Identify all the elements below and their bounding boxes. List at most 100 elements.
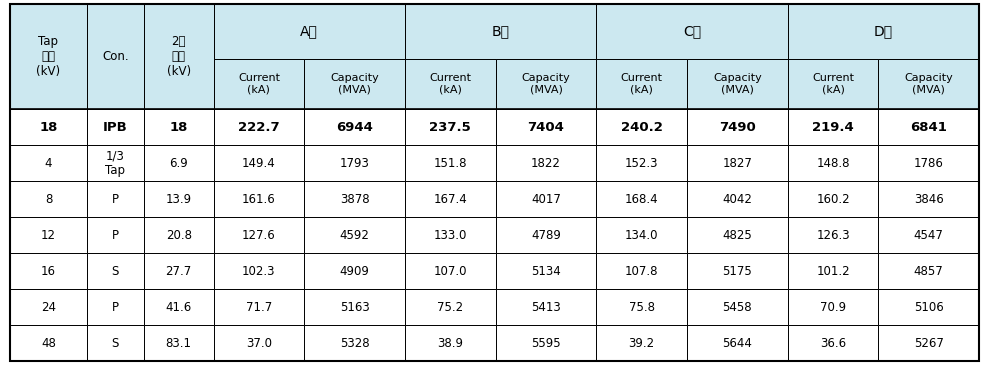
Bar: [87, 181, 143, 217]
Text: 4857: 4857: [914, 265, 944, 278]
Bar: [495, 325, 596, 361]
Bar: [143, 4, 214, 109]
Bar: [10, 145, 87, 181]
Bar: [214, 181, 305, 217]
Bar: [787, 181, 878, 217]
Bar: [305, 325, 405, 361]
Text: 4825: 4825: [722, 229, 753, 242]
Text: A사: A사: [301, 24, 318, 38]
Text: 149.4: 149.4: [242, 157, 276, 170]
Bar: [878, 145, 979, 181]
Text: P: P: [112, 193, 119, 206]
Bar: [87, 289, 143, 325]
Text: 4042: 4042: [722, 193, 753, 206]
Bar: [596, 217, 687, 253]
Bar: [405, 289, 495, 325]
Bar: [787, 325, 878, 361]
Bar: [214, 289, 305, 325]
Text: 5458: 5458: [723, 301, 752, 314]
Text: 7490: 7490: [719, 121, 756, 134]
Text: Capacity
(MVA): Capacity (MVA): [330, 73, 379, 95]
Text: 83.1: 83.1: [165, 337, 192, 350]
Bar: [495, 253, 596, 289]
Bar: [10, 253, 87, 289]
Text: 18: 18: [169, 121, 188, 134]
Bar: [787, 109, 878, 145]
Text: Current
(kA): Current (kA): [621, 73, 663, 95]
Bar: [878, 325, 979, 361]
Bar: [495, 145, 596, 181]
Text: Current
(kA): Current (kA): [238, 73, 280, 95]
Text: 107.0: 107.0: [433, 265, 467, 278]
Bar: [405, 59, 495, 109]
Text: 4789: 4789: [531, 229, 561, 242]
Bar: [687, 109, 787, 145]
Bar: [143, 253, 214, 289]
Text: 152.3: 152.3: [625, 157, 659, 170]
Text: P: P: [112, 229, 119, 242]
Bar: [787, 145, 878, 181]
Text: 2차
전압
(kV): 2차 전압 (kV): [166, 35, 191, 78]
Text: 71.7: 71.7: [245, 301, 272, 314]
Text: 1/3
Tap: 1/3 Tap: [106, 149, 126, 177]
Bar: [87, 217, 143, 253]
Bar: [214, 217, 305, 253]
Text: 126.3: 126.3: [816, 229, 850, 242]
Text: 20.8: 20.8: [165, 229, 192, 242]
Bar: [687, 59, 787, 109]
Bar: [878, 289, 979, 325]
Bar: [878, 181, 979, 217]
Text: 4909: 4909: [339, 265, 370, 278]
Bar: [214, 325, 305, 361]
Text: D사: D사: [874, 24, 893, 38]
Bar: [305, 181, 405, 217]
Bar: [495, 109, 596, 145]
Text: 1827: 1827: [722, 157, 753, 170]
Text: 5413: 5413: [531, 301, 561, 314]
Bar: [214, 109, 305, 145]
Text: 3846: 3846: [914, 193, 944, 206]
Text: 1793: 1793: [339, 157, 370, 170]
Text: 4592: 4592: [339, 229, 370, 242]
Text: 38.9: 38.9: [437, 337, 463, 350]
Text: 148.8: 148.8: [816, 157, 850, 170]
Text: 168.4: 168.4: [625, 193, 659, 206]
Text: 240.2: 240.2: [621, 121, 663, 134]
Text: 4547: 4547: [914, 229, 944, 242]
Text: 5267: 5267: [914, 337, 944, 350]
Bar: [687, 325, 787, 361]
Text: 6944: 6944: [336, 121, 373, 134]
Bar: [143, 109, 214, 145]
Bar: [10, 289, 87, 325]
Text: 6.9: 6.9: [169, 157, 188, 170]
Bar: [787, 59, 878, 109]
Text: 75.8: 75.8: [629, 301, 655, 314]
Text: S: S: [112, 265, 119, 278]
Text: Current
(kA): Current (kA): [429, 73, 471, 95]
Text: 37.0: 37.0: [246, 337, 272, 350]
Bar: [405, 145, 495, 181]
Text: 151.8: 151.8: [433, 157, 467, 170]
Bar: [405, 181, 495, 217]
Bar: [405, 217, 495, 253]
Bar: [10, 109, 87, 145]
Text: 4017: 4017: [531, 193, 561, 206]
Bar: [143, 217, 214, 253]
Text: 1822: 1822: [531, 157, 561, 170]
Bar: [787, 289, 878, 325]
Bar: [495, 59, 596, 109]
Bar: [596, 253, 687, 289]
Text: 161.6: 161.6: [242, 193, 276, 206]
Text: 1786: 1786: [914, 157, 944, 170]
Text: P: P: [112, 301, 119, 314]
Bar: [596, 109, 687, 145]
Bar: [596, 181, 687, 217]
Text: 13.9: 13.9: [165, 193, 192, 206]
Text: 5106: 5106: [914, 301, 944, 314]
Text: 75.2: 75.2: [437, 301, 463, 314]
Bar: [214, 4, 405, 59]
Bar: [596, 325, 687, 361]
Text: 5644: 5644: [722, 337, 753, 350]
Bar: [10, 181, 87, 217]
Bar: [405, 253, 495, 289]
